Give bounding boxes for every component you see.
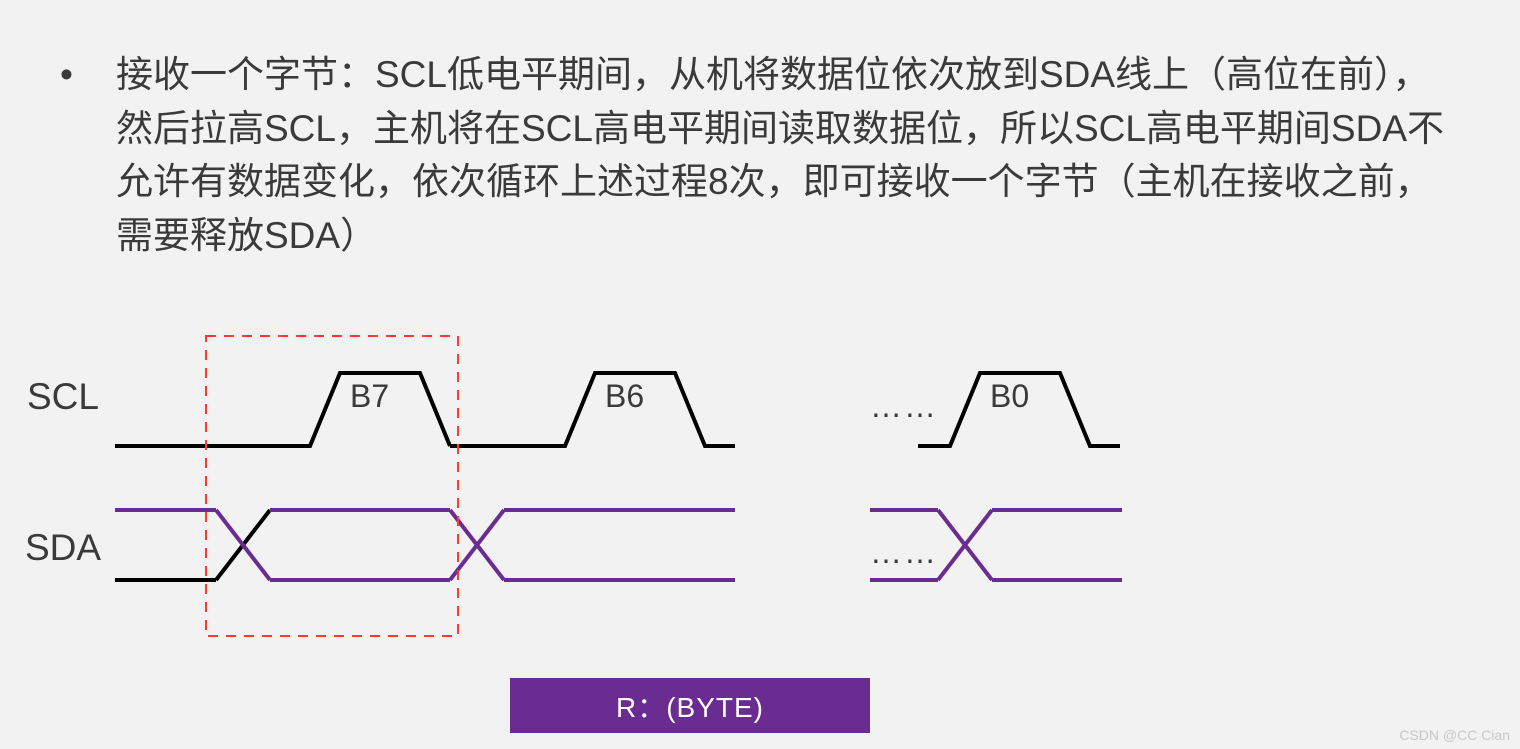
- timing-diagram: [0, 0, 1520, 749]
